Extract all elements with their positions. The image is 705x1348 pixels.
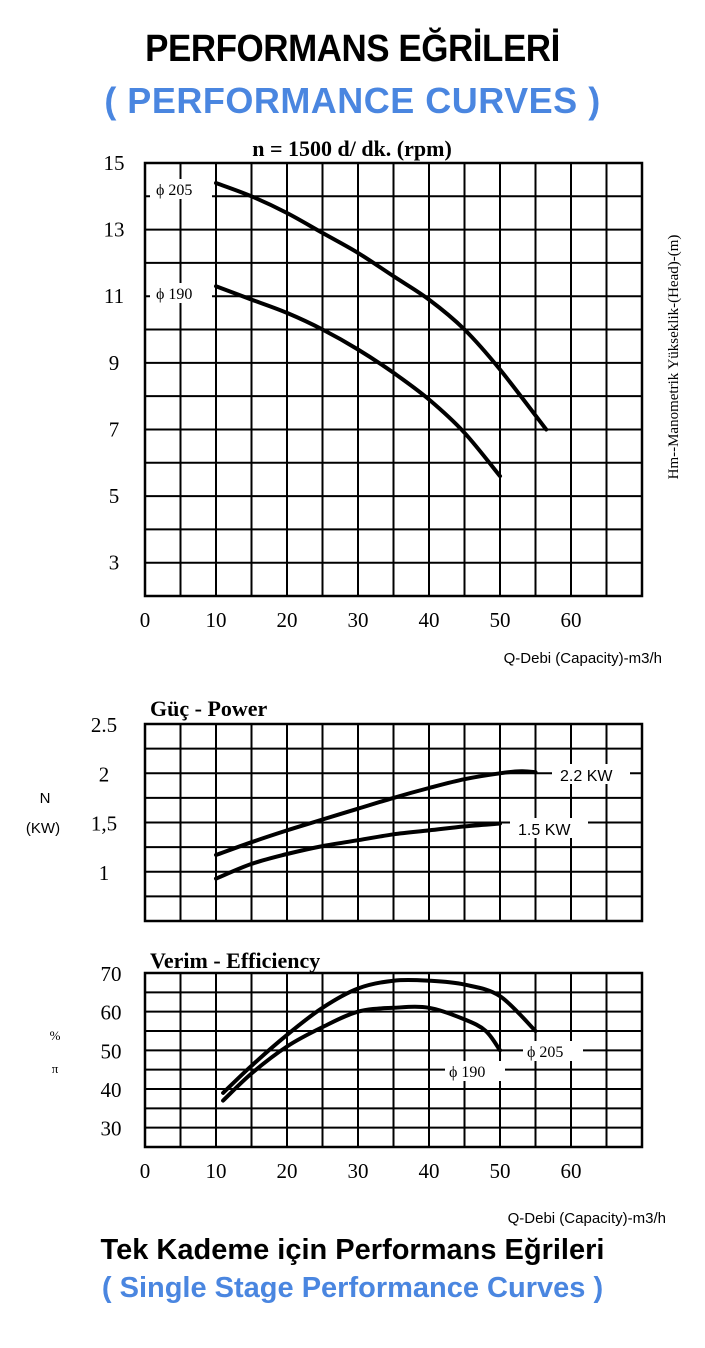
series-label: 1.5 KW [518,822,571,839]
y-tick-label: 30 [101,1117,122,1141]
series-label: ϕ 205 [527,1044,563,1061]
x-tick-label: 60 [561,608,582,632]
footer-title: Tek Kademe için Performans Eğrileri [100,1234,605,1266]
y-axis-label: Hm--Manometrik Yükseklik-(Head)-(m) [666,235,682,480]
series-line-phi205 [214,181,549,432]
y-tick-label: 9 [109,351,120,375]
y-tick-label: 1 [99,861,110,885]
y-tick-label: 40 [101,1078,122,1102]
footer-subtitle: ( Single Stage Performance Curves ) [101,1272,604,1304]
x-tick-label: 20 [277,1159,298,1183]
efficiency-chart: Verim - Efficiency 30 40 50 60 70 0 10 20 30 40 50 6… [50,948,666,1227]
series-label: ϕ 205 [156,182,192,199]
page-subtitle: ( PERFORMANCE CURVES ) [104,80,601,121]
y-axis-label-line1: % [50,1028,61,1043]
series-label: 2.2 KW [560,768,613,785]
series-label-bg [523,1041,583,1061]
series-line-kw22 [214,769,538,857]
y-tick-label: 1,5 [91,812,117,836]
y-axis-label-line2: (KW) [26,820,60,837]
series-label-bg [445,1061,505,1081]
x-tick-label: 40 [419,1159,440,1183]
head-chart: n = 1500 d/ dk. (rpm) 3 5 7 9 11 13 15 0 10 20 30 40… [104,136,683,667]
series-line-phi205 [221,977,538,1095]
power-chart-title: Güç - Power [150,696,268,721]
x-tick-label: 10 [206,608,227,632]
x-tick-label: 60 [561,1159,582,1183]
series-label-bg [510,818,588,838]
series-line-phi190 [214,284,502,479]
y-tick-label: 50 [101,1039,122,1063]
x-tick-label: 30 [348,608,369,632]
series-label: ϕ 190 [449,1064,485,1081]
x-tick-label: 50 [490,1159,511,1183]
power-chart: Güç - Power 1 1,5 2 2.5 N (KW) 2.2 KW 1.5 KW [26,696,644,923]
y-tick-label: 2 [99,762,110,786]
y-tick-label: 2.5 [91,713,117,737]
x-axis-label: Q-Debi (Capacity)-m3/h [508,1210,666,1227]
y-tick-label: 70 [101,962,122,986]
x-tick-label: 0 [140,1159,151,1183]
series-label: ϕ 190 [156,286,192,303]
x-tick-label: 20 [277,608,298,632]
x-tick-label: 10 [206,1159,227,1183]
head-chart-title: n = 1500 d/ dk. (rpm) [252,136,452,161]
series-label-bg [150,283,212,303]
y-axis-label-line1: N [40,790,51,807]
efficiency-chart-title: Verim - Efficiency [150,948,320,973]
x-tick-label: 50 [490,608,511,632]
series-label-bg [150,179,212,199]
series-line-phi190 [221,1004,502,1103]
series-line-kw15 [214,821,502,881]
y-tick-label: 5 [109,484,120,508]
y-tick-label: 60 [101,1001,122,1025]
y-tick-label: 15 [104,151,125,175]
y-axis-label-line2: π [52,1061,59,1076]
x-tick-label: 40 [419,608,440,632]
x-tick-label: 30 [348,1159,369,1183]
x-axis-label: Q-Debi (Capacity)-m3/h [504,650,662,667]
series-label-bg [552,764,630,784]
page-title: PERFORMANS EĞRİLERİ [145,28,560,70]
x-tick-label: 0 [140,608,151,632]
y-tick-label: 7 [109,417,120,441]
y-tick-label: 3 [109,551,120,575]
y-tick-label: 13 [104,218,125,242]
y-tick-label: 11 [104,284,124,308]
